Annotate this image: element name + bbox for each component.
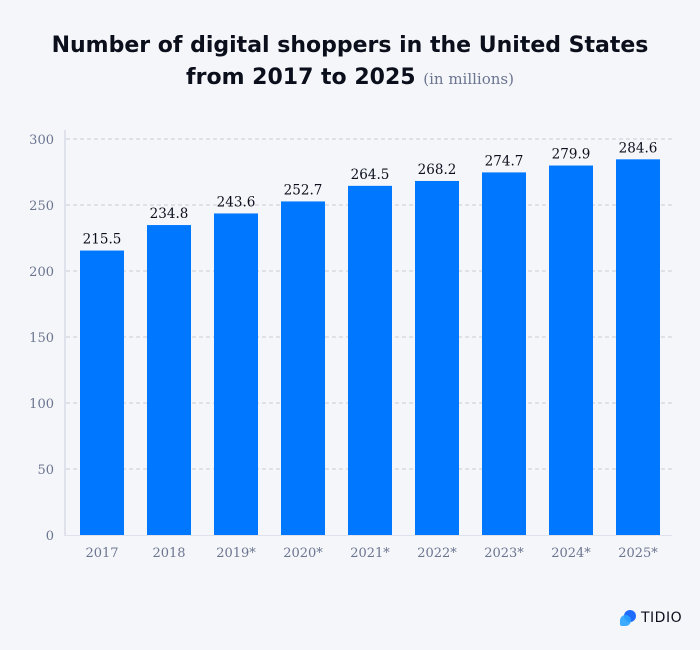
y-tick-label: 50 xyxy=(37,463,54,478)
bar xyxy=(549,165,593,536)
y-tick-label: 200 xyxy=(29,265,54,280)
x-tick-label: 2021* xyxy=(350,546,390,561)
data-label: 284.6 xyxy=(619,140,658,156)
x-tick-label: 2019* xyxy=(216,546,256,561)
data-label: 243.6 xyxy=(217,194,256,210)
title-line-2-text: from 2017 to 2025 xyxy=(186,65,416,90)
data-label: 252.7 xyxy=(284,182,323,198)
bar xyxy=(214,213,258,535)
data-label: 279.9 xyxy=(552,147,591,163)
bar xyxy=(348,185,392,536)
title-line-1: Number of digital shoppers in the United… xyxy=(51,33,649,58)
chart-title: Number of digital shoppers in the United… xyxy=(0,30,700,95)
data-label: 268.2 xyxy=(418,162,457,178)
bar xyxy=(281,201,325,535)
bar xyxy=(415,180,459,535)
y-tick-label: 300 xyxy=(29,133,54,148)
x-tick-label: 2018 xyxy=(152,546,185,561)
y-tick-label: 0 xyxy=(46,529,54,544)
bar xyxy=(80,250,124,536)
x-tick-label: 2022* xyxy=(417,546,457,561)
y-tick-label: 150 xyxy=(29,331,54,346)
brand-name: TIDIO xyxy=(641,610,683,626)
y-tick-label: 100 xyxy=(29,397,54,412)
bar xyxy=(616,159,660,535)
bar xyxy=(147,225,191,535)
data-label: 215.5 xyxy=(83,232,122,248)
bar xyxy=(482,172,526,535)
x-tick-label: 2017 xyxy=(85,546,118,561)
x-tick-label: 2023* xyxy=(484,546,524,561)
x-tick-label: 2025* xyxy=(618,546,658,561)
tidio-logo: TIDIO xyxy=(620,610,682,626)
data-label: 274.7 xyxy=(485,153,524,169)
title-line-2: from 2017 to 2025 (in millions) xyxy=(0,62,700,95)
x-tick-label: 2020* xyxy=(283,546,323,561)
y-tick-label: 250 xyxy=(29,199,54,214)
x-tick-label: 2024* xyxy=(551,546,591,561)
chart-subtitle: (in millions) xyxy=(423,70,514,88)
data-label: 264.5 xyxy=(351,167,390,183)
data-label: 234.8 xyxy=(150,206,189,222)
tidio-logo-icon xyxy=(620,610,636,626)
